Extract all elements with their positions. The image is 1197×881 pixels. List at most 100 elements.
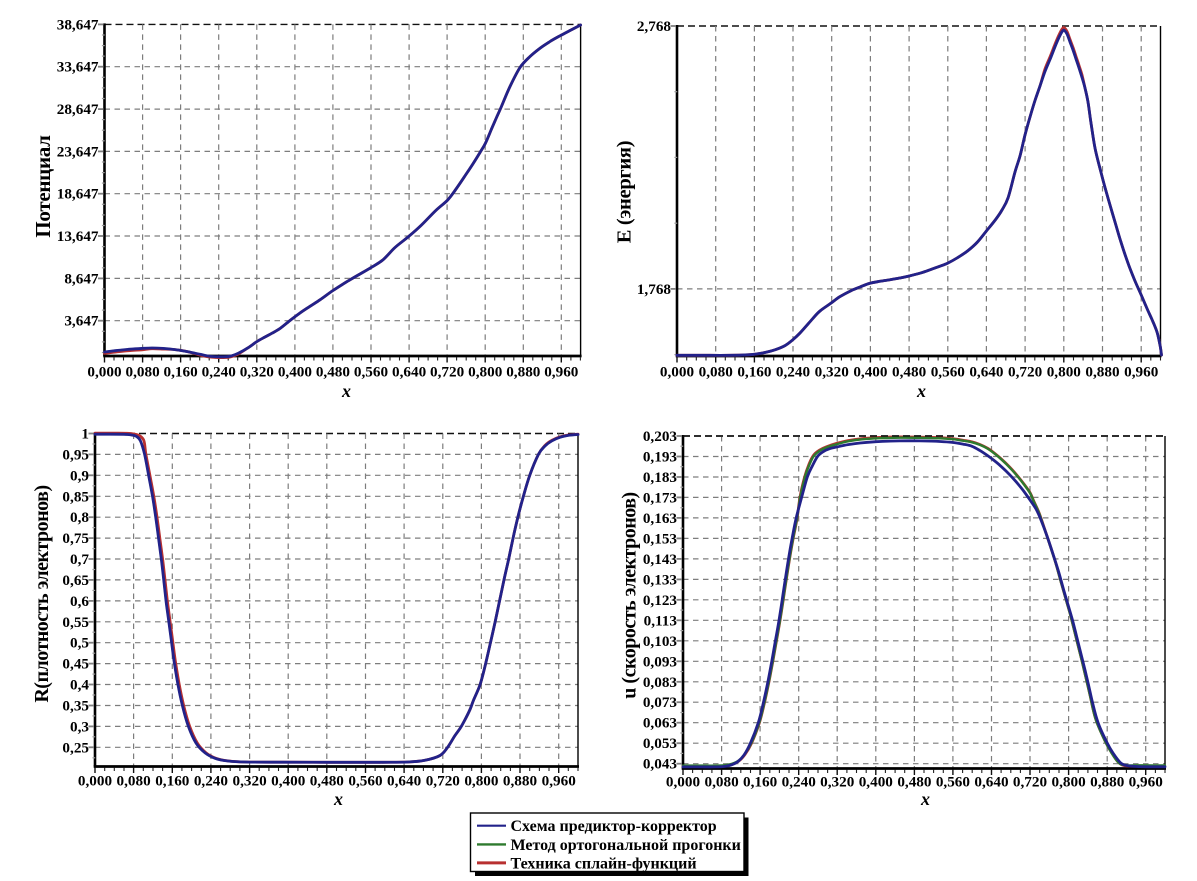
- svg-text:38,647: 38,647: [57, 16, 99, 33]
- svg-text:0,093: 0,093: [643, 653, 678, 670]
- svg-text:0,173: 0,173: [643, 489, 678, 506]
- svg-text:0,080: 0,080: [117, 773, 152, 790]
- svg-text:0,8: 0,8: [70, 509, 89, 526]
- svg-text:0,880: 0,880: [1090, 774, 1125, 791]
- svg-text:0,640: 0,640: [969, 364, 1004, 381]
- svg-text:0,113: 0,113: [644, 612, 678, 629]
- svg-text:0,880: 0,880: [1085, 364, 1120, 381]
- svg-text:Схема предиктор-корректор: Схема предиктор-корректор: [511, 818, 717, 835]
- svg-text:0,85: 0,85: [62, 488, 89, 505]
- svg-text:Метод ортогональной прогонки: Метод ортогональной прогонки: [511, 837, 741, 854]
- svg-text:0,400: 0,400: [271, 773, 306, 790]
- svg-text:Потенциал: Потенциал: [31, 135, 55, 238]
- svg-text:0,080: 0,080: [126, 364, 161, 381]
- svg-text:E (энергия): E (энергия): [614, 141, 636, 244]
- svg-text:0,193: 0,193: [643, 449, 678, 466]
- svg-text:0,560: 0,560: [931, 364, 966, 381]
- svg-text:0,720: 0,720: [430, 364, 465, 381]
- svg-text:33,647: 33,647: [57, 59, 99, 76]
- svg-text:Техника сплайн-функций: Техника сплайн-функций: [511, 855, 697, 872]
- svg-text:R(плотность электронов): R(плотность электронов): [31, 485, 53, 702]
- svg-text:0,480: 0,480: [897, 774, 932, 791]
- svg-text:0,65: 0,65: [62, 572, 89, 589]
- svg-text:0,55: 0,55: [62, 614, 89, 631]
- svg-text:0,160: 0,160: [743, 774, 778, 791]
- svg-text:0,143: 0,143: [643, 551, 678, 568]
- svg-text:0,103: 0,103: [643, 633, 678, 650]
- svg-text:0,000: 0,000: [666, 774, 701, 791]
- svg-text:0,3: 0,3: [70, 718, 89, 735]
- svg-text:0,000: 0,000: [660, 364, 695, 381]
- svg-text:u (скорость электронов): u (скорость электронов): [619, 492, 641, 698]
- svg-text:0,95: 0,95: [62, 446, 89, 463]
- svg-text:23,647: 23,647: [57, 143, 99, 160]
- svg-text:0,480: 0,480: [310, 773, 345, 790]
- svg-text:0,320: 0,320: [815, 364, 850, 381]
- svg-text:0,000: 0,000: [78, 773, 113, 790]
- svg-text:0,9: 0,9: [70, 467, 89, 484]
- svg-text:18,647: 18,647: [57, 186, 99, 203]
- svg-text:0,25: 0,25: [62, 739, 89, 756]
- svg-text:0,480: 0,480: [316, 364, 351, 381]
- svg-text:3,647: 3,647: [64, 313, 99, 330]
- svg-text:0,240: 0,240: [194, 773, 229, 790]
- svg-text:0,640: 0,640: [392, 364, 427, 381]
- svg-text:0,560: 0,560: [354, 364, 389, 381]
- svg-text:0,400: 0,400: [859, 774, 894, 791]
- svg-text:2,768: 2,768: [637, 18, 672, 35]
- svg-text:0,800: 0,800: [1052, 774, 1087, 791]
- svg-text:1: 1: [81, 426, 89, 443]
- svg-text:0,080: 0,080: [699, 364, 734, 381]
- svg-text:0,160: 0,160: [737, 364, 772, 381]
- svg-text:0,000: 0,000: [87, 364, 122, 381]
- svg-text:0,080: 0,080: [705, 774, 740, 791]
- svg-text:0,043: 0,043: [643, 756, 678, 773]
- svg-text:0,480: 0,480: [892, 364, 927, 381]
- svg-text:0,123: 0,123: [643, 592, 678, 609]
- svg-text:0,800: 0,800: [1047, 364, 1082, 381]
- svg-text:0,640: 0,640: [387, 773, 422, 790]
- svg-text:0,800: 0,800: [464, 773, 499, 790]
- svg-text:0,160: 0,160: [155, 773, 190, 790]
- svg-text:13,647: 13,647: [57, 228, 99, 245]
- svg-text:0,063: 0,063: [643, 715, 678, 732]
- svg-text:0,400: 0,400: [278, 364, 313, 381]
- svg-text:0,4: 0,4: [70, 677, 89, 694]
- svg-text:0,203: 0,203: [643, 428, 678, 445]
- svg-text:0,240: 0,240: [782, 774, 817, 791]
- svg-text:0,720: 0,720: [1008, 364, 1043, 381]
- svg-text:x: x: [333, 789, 343, 809]
- svg-text:x: x: [341, 381, 351, 401]
- svg-text:x: x: [920, 789, 930, 809]
- svg-text:0,160: 0,160: [164, 364, 199, 381]
- svg-text:0,320: 0,320: [240, 364, 275, 381]
- svg-text:8,647: 8,647: [64, 270, 99, 287]
- svg-text:0,073: 0,073: [643, 694, 678, 711]
- svg-text:0,240: 0,240: [776, 364, 811, 381]
- svg-text:0,960: 0,960: [542, 773, 577, 790]
- svg-text:1,768: 1,768: [637, 281, 672, 298]
- svg-text:0,960: 0,960: [1129, 774, 1164, 791]
- svg-text:0,240: 0,240: [202, 364, 237, 381]
- svg-text:0,720: 0,720: [426, 773, 461, 790]
- svg-text:0,560: 0,560: [348, 773, 383, 790]
- svg-text:0,800: 0,800: [468, 364, 503, 381]
- svg-text:0,5: 0,5: [70, 635, 89, 652]
- svg-text:0,320: 0,320: [233, 773, 268, 790]
- svg-text:0,400: 0,400: [853, 364, 888, 381]
- svg-text:0,75: 0,75: [62, 530, 89, 547]
- svg-text:x: x: [916, 381, 926, 401]
- svg-text:0,7: 0,7: [70, 551, 89, 568]
- svg-text:0,133: 0,133: [643, 571, 678, 588]
- svg-text:0,183: 0,183: [643, 469, 678, 486]
- svg-text:0,880: 0,880: [506, 364, 541, 381]
- svg-text:0,320: 0,320: [820, 774, 855, 791]
- svg-text:0,960: 0,960: [1124, 364, 1159, 381]
- svg-text:0,153: 0,153: [643, 530, 678, 547]
- svg-text:0,6: 0,6: [70, 593, 89, 610]
- svg-text:0,880: 0,880: [503, 773, 538, 790]
- svg-text:0,053: 0,053: [643, 735, 678, 752]
- svg-text:28,647: 28,647: [57, 101, 99, 118]
- svg-text:0,35: 0,35: [62, 698, 89, 715]
- svg-text:0,163: 0,163: [643, 510, 678, 527]
